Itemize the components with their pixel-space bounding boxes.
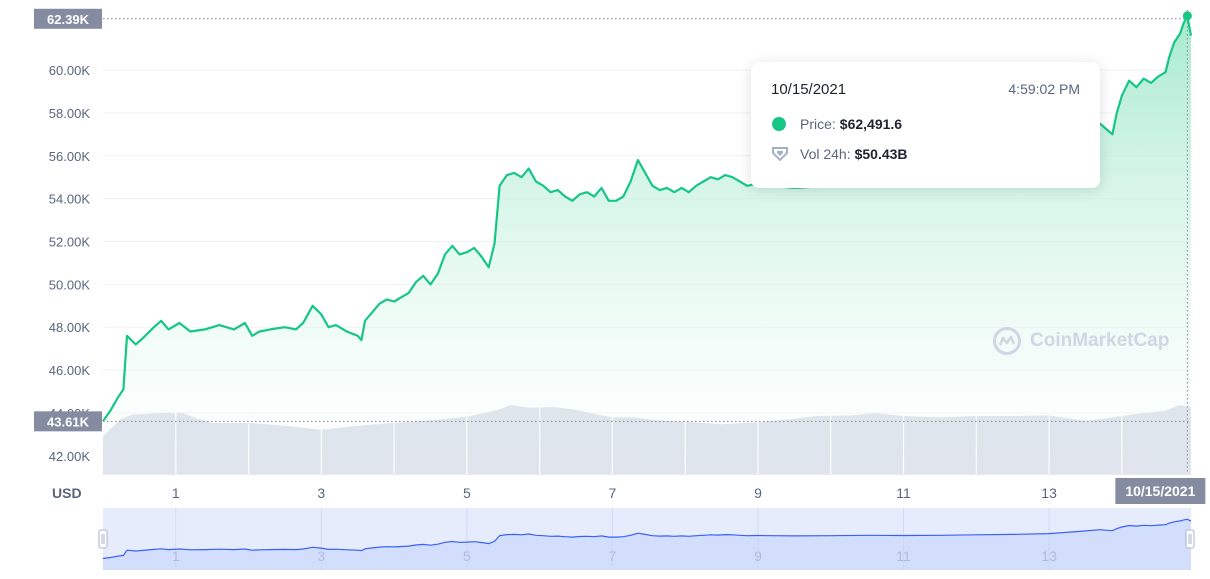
y-tick-label: 46.00K: [49, 363, 91, 378]
high-price-label-bg: [34, 8, 102, 29]
y-tick-label: 52.00K: [49, 235, 91, 250]
watermark-text: CoinMarketCap: [1030, 330, 1170, 351]
tooltip-volume-row: Vol 24h: $50.43B: [772, 146, 908, 162]
y-tick-label: 56.00K: [49, 149, 91, 164]
y-tick-label: 42.00K: [49, 449, 91, 464]
tooltip-price-label: Price:: [800, 116, 836, 132]
tooltip-volume-value: $50.43B: [854, 146, 908, 162]
navigator-area: [103, 519, 1191, 570]
x-tick-label: 13: [1041, 485, 1057, 501]
tooltip-volume-label: Vol 24h:: [800, 146, 851, 162]
y-tick-label: 58.00K: [49, 106, 91, 121]
x-tick-label: 1: [172, 485, 180, 501]
tooltip-time: 4:59:02 PM: [1008, 81, 1080, 97]
hover-date-label: 10/15/2021: [1125, 483, 1195, 499]
y-tick-label: 48.00K: [49, 320, 91, 335]
hover-date-label-bg: [1115, 478, 1206, 504]
y-tick-label: 50.00K: [49, 277, 91, 292]
tooltip-price-row: Price: $62,491.6: [772, 116, 902, 132]
watermark: CoinMarketCap: [992, 326, 1169, 356]
high-price-label: 62.39K: [47, 12, 90, 27]
navigator-left-handle[interactable]: [98, 529, 108, 549]
currency-label: USD: [52, 485, 82, 501]
x-tick-label: 11: [896, 485, 911, 501]
volume-shield-icon: [772, 147, 788, 161]
coinmarketcap-logo-icon: [993, 327, 1021, 355]
tooltip-date: 10/15/2021: [771, 81, 847, 98]
low-price-label: 43.61K: [47, 414, 90, 429]
x-tick-label: 7: [609, 485, 617, 501]
y-tick-label: 54.00K: [49, 192, 91, 207]
price-area-fill: [103, 16, 1191, 474]
chart-tooltip: 10/15/2021 4:59:02 PM Price: $62,491.6 V…: [751, 62, 1100, 188]
hover-marker: [1182, 11, 1192, 21]
navigator-line: [102, 518, 1192, 560]
navigator-right-handle[interactable]: [1185, 529, 1195, 549]
x-tick-label: 9: [754, 485, 762, 501]
tooltip-price-value: $62,491.6: [839, 116, 903, 132]
x-tick-label: 5: [463, 485, 471, 501]
price-dot-icon: [772, 117, 786, 131]
x-tick-label: 3: [317, 485, 325, 501]
low-price-label-bg: [34, 411, 102, 432]
y-tick-label: 60.00K: [49, 63, 91, 78]
